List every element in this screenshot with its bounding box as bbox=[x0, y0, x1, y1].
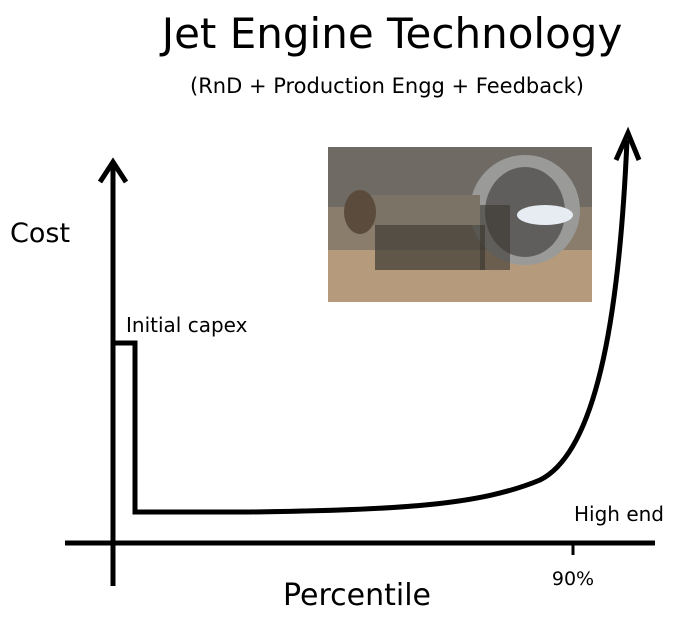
x-axis-label: Percentile bbox=[283, 578, 431, 613]
curve-arrow bbox=[613, 126, 642, 162]
title: Jet Engine Technology bbox=[159, 9, 623, 58]
x-tick-label: 90% bbox=[552, 568, 594, 590]
annotation-end: High end bbox=[574, 502, 664, 526]
cost-curve bbox=[113, 139, 630, 515]
subtitle: (RnD + Production Engg + Feedback) bbox=[190, 74, 584, 98]
photo bbox=[328, 147, 592, 302]
axes bbox=[65, 157, 655, 586]
y-axis-label: Cost bbox=[10, 218, 70, 249]
annotation-start: Initial capex bbox=[126, 313, 248, 337]
